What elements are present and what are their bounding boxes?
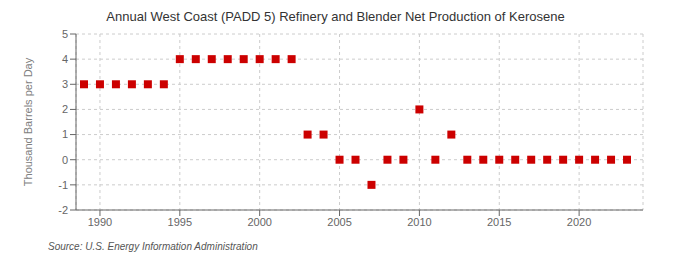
svg-text:2005: 2005 (327, 216, 351, 228)
svg-text:2015: 2015 (487, 216, 511, 228)
svg-text:5: 5 (62, 28, 68, 40)
svg-text:2: 2 (62, 103, 68, 115)
svg-text:1990: 1990 (88, 216, 112, 228)
html-text:Source: U.S. Energy Informatio: Source: U.S. Energy Information Administ… (48, 241, 258, 252)
svg-text:1995: 1995 (168, 216, 192, 228)
svg-text:4: 4 (62, 53, 68, 65)
svg-text:-1: -1 (58, 179, 68, 191)
svg-text:2010: 2010 (407, 216, 431, 228)
svg-text:2000: 2000 (247, 216, 271, 228)
svg-text:Thousand Barrels per Day: Thousand Barrels per Day (22, 57, 34, 186)
svg-text:1: 1 (62, 128, 68, 140)
svg-text:0: 0 (62, 154, 68, 166)
html-text:Annual West Coast (PADD 5) Ref: Annual West Coast (PADD 5) Refinery and … (106, 9, 565, 24)
svg-text:3: 3 (62, 78, 68, 90)
svg-text:2020: 2020 (567, 216, 591, 228)
svg-text:-2: -2 (58, 204, 68, 216)
